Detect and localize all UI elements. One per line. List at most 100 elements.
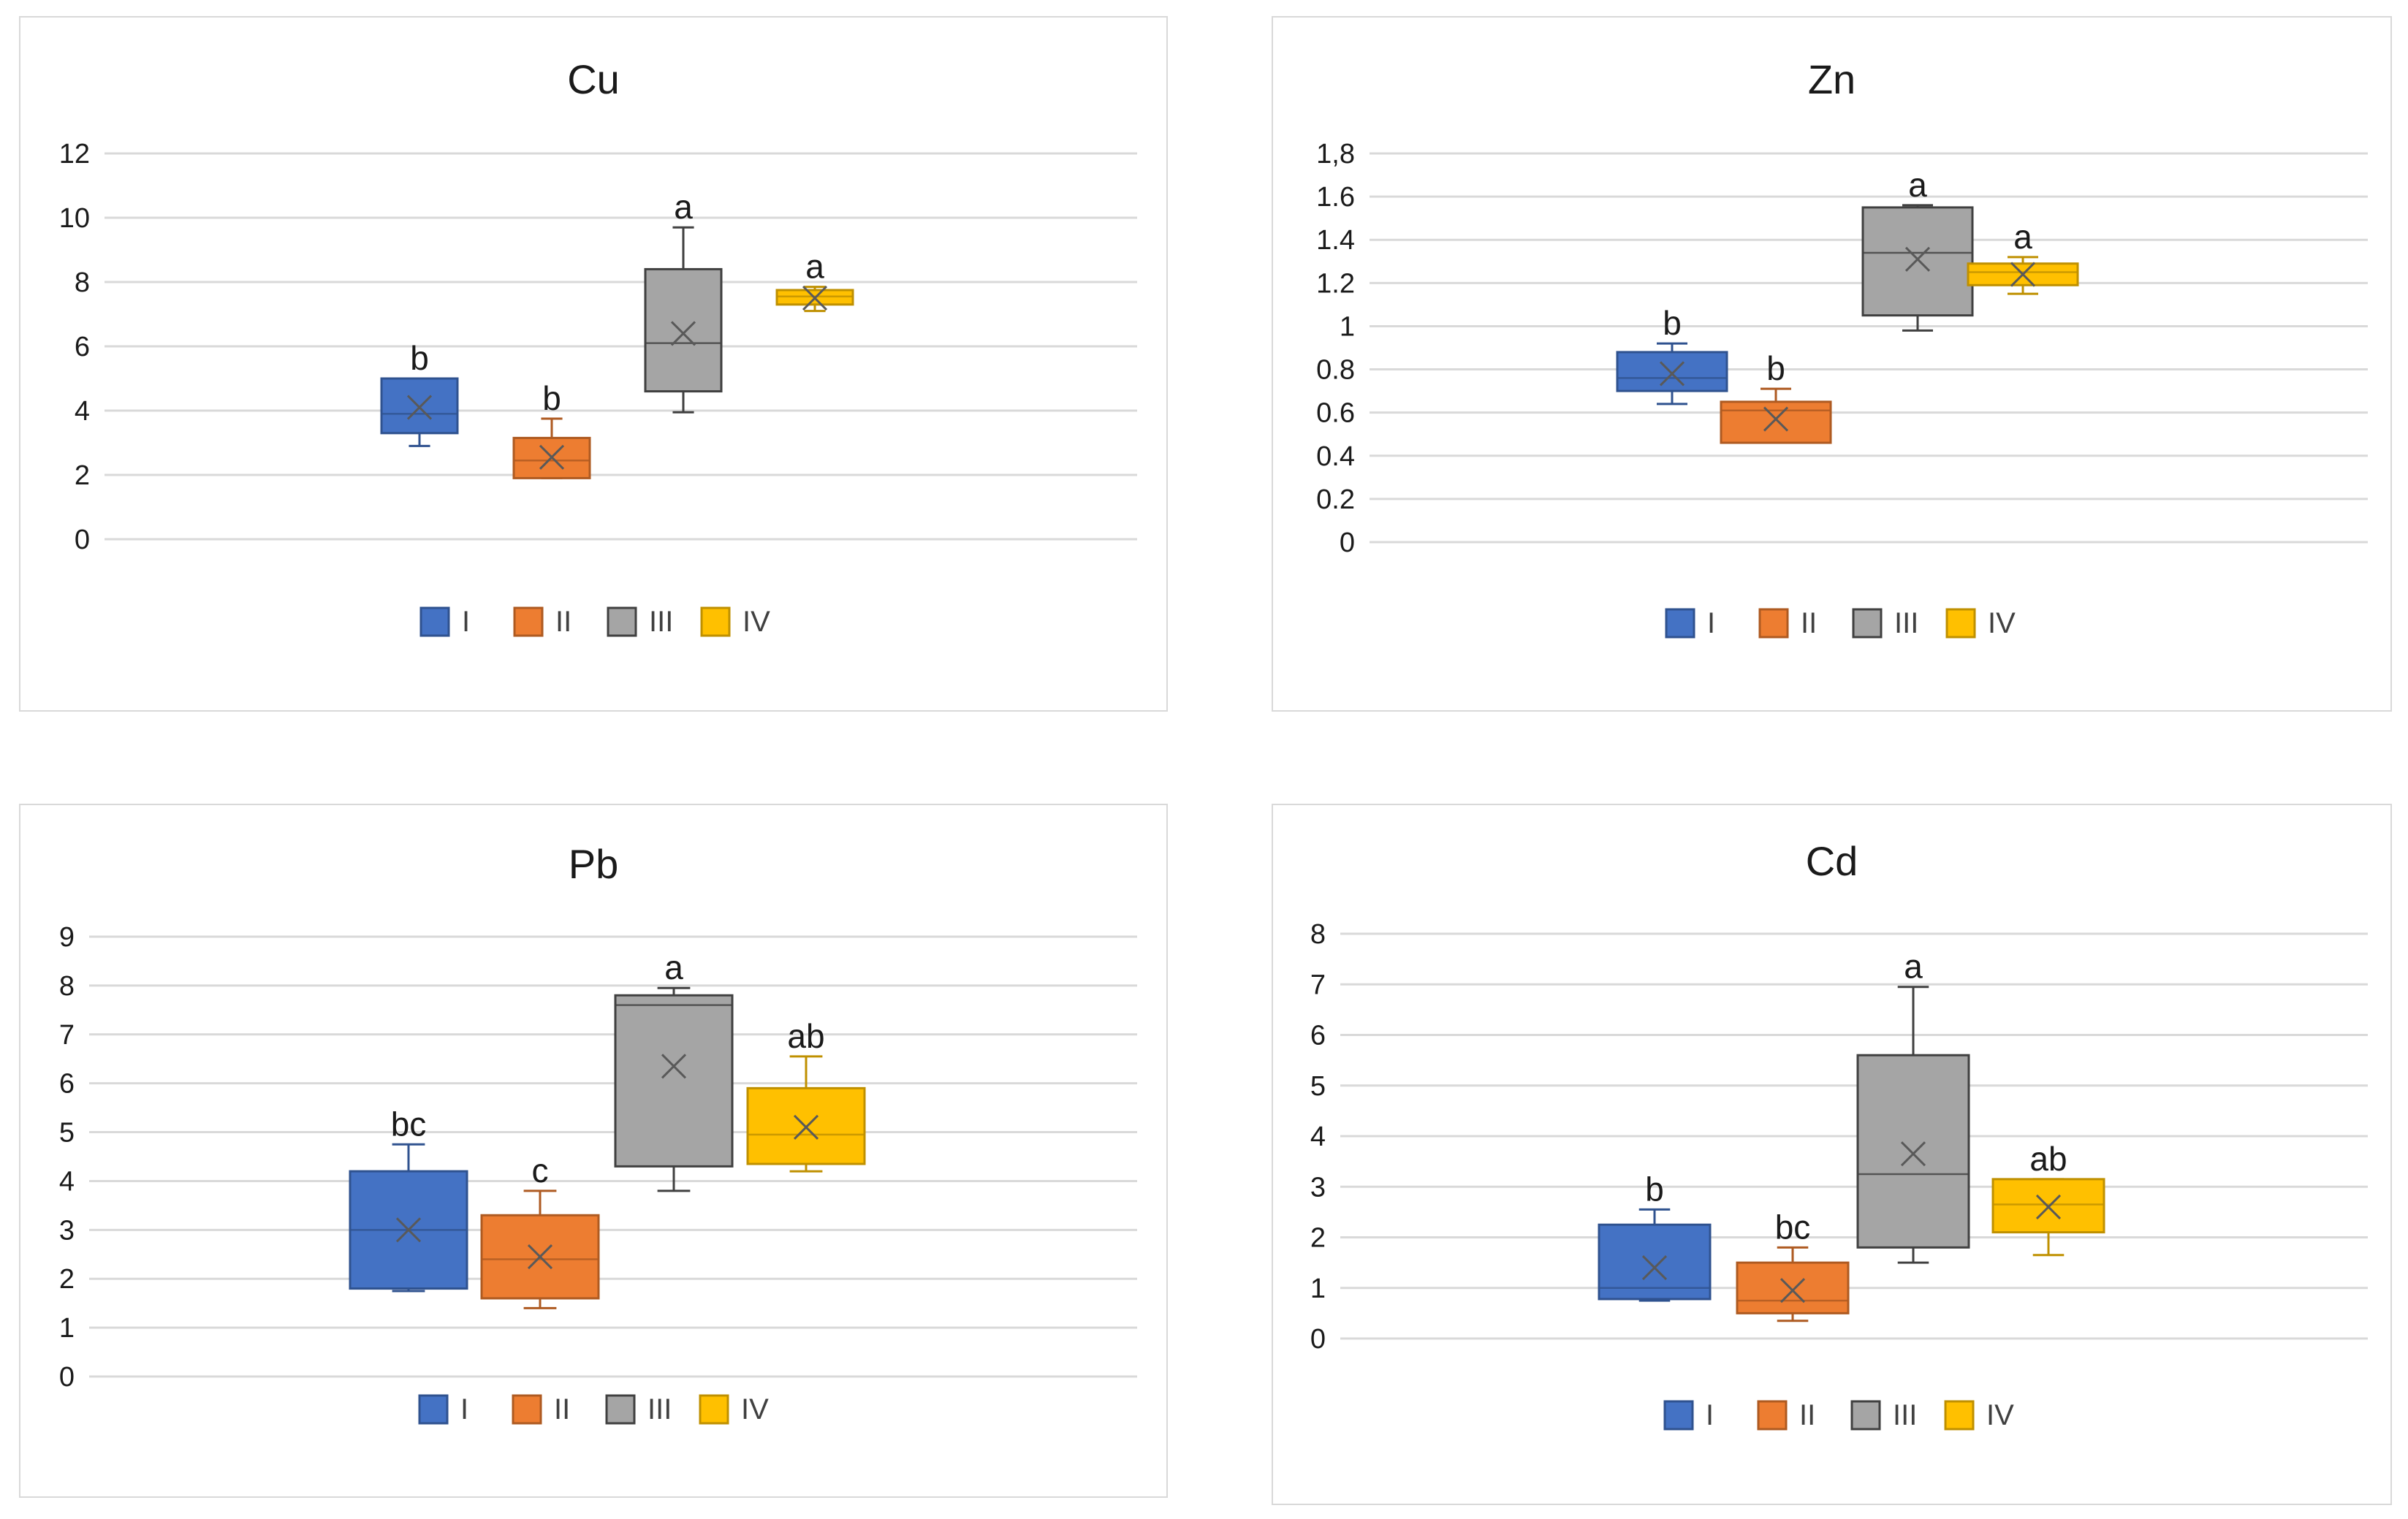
significance-label: b xyxy=(410,339,429,377)
y-tick-label: 2 xyxy=(75,460,90,491)
legend-swatch xyxy=(1850,1400,1881,1431)
box-iqr xyxy=(1967,262,2079,286)
box-iqr xyxy=(1598,1223,1712,1301)
significance-label: a xyxy=(664,948,683,986)
box-i xyxy=(349,1143,468,1293)
box-i xyxy=(1598,1208,1712,1302)
legend-label: II xyxy=(1799,1399,1815,1431)
significance-label: a xyxy=(1904,948,1923,986)
legend-label: I xyxy=(1707,607,1715,639)
y-tick-label: 4 xyxy=(1310,1122,1326,1152)
y-tick-label: 5 xyxy=(1310,1071,1326,1102)
mean-marker xyxy=(2010,262,2036,287)
box-iii xyxy=(614,986,734,1192)
y-tick-label: 6 xyxy=(1310,1021,1326,1051)
mean-marker xyxy=(793,1114,819,1140)
mean-marker xyxy=(395,1217,422,1243)
legend-swatch xyxy=(513,606,544,637)
legend-swatch xyxy=(418,1394,449,1425)
mean-marker xyxy=(527,1244,553,1270)
legend-swatch xyxy=(605,1394,636,1425)
legend-label: III xyxy=(649,606,673,638)
mean-marker xyxy=(406,395,433,420)
box-iqr xyxy=(1720,400,1832,444)
y-tick-label: 3 xyxy=(1310,1172,1326,1203)
box-ii xyxy=(512,417,591,479)
y-tick-label: 1.2 xyxy=(1316,268,1355,299)
legend-label: IV xyxy=(1986,1399,2014,1431)
y-tick-label: 3 xyxy=(59,1215,75,1246)
mean-marker xyxy=(1659,361,1685,387)
y-tick-label: 1 xyxy=(1340,311,1355,342)
legend-label: I xyxy=(462,606,470,638)
y-tick-label: 6 xyxy=(59,1069,75,1100)
chart-title: Pb xyxy=(569,841,619,887)
y-tick-label: 4 xyxy=(75,396,90,427)
y-tick-label: 0 xyxy=(75,525,90,555)
chart-title: Cd xyxy=(1806,838,1858,884)
significance-label: a xyxy=(2013,218,2032,256)
legend-swatch xyxy=(1852,608,1883,639)
box-iv xyxy=(775,285,854,313)
box-iv xyxy=(1967,256,2079,295)
box-iqr xyxy=(1736,1261,1850,1314)
mean-marker xyxy=(802,285,828,311)
legend-label: II xyxy=(1801,607,1817,639)
y-tick-label: 6 xyxy=(75,332,90,362)
y-tick-label: 5 xyxy=(59,1118,75,1149)
legend-swatch xyxy=(607,606,637,637)
box-ii xyxy=(1720,387,1832,444)
chart-title: Zn xyxy=(1808,56,1856,102)
y-tick-label: 7 xyxy=(1310,970,1326,1000)
y-tick-label: 0.2 xyxy=(1316,484,1355,515)
box-iqr xyxy=(1616,351,1728,392)
legend-label: II xyxy=(554,1393,570,1425)
mean-marker xyxy=(670,321,696,346)
box-iqr xyxy=(1861,206,1974,317)
y-tick-label: 0 xyxy=(1340,528,1355,558)
significance-label: bc xyxy=(1775,1208,1811,1246)
legend-swatch xyxy=(700,606,731,637)
significance-label: b xyxy=(1645,1170,1664,1208)
y-tick-label: 7 xyxy=(59,1020,75,1051)
legend-swatch xyxy=(419,606,450,637)
box-iqr xyxy=(644,267,723,393)
significance-label: a xyxy=(674,188,693,226)
legend-label: IV xyxy=(1988,607,2016,639)
y-tick-label: 8 xyxy=(75,267,90,298)
y-tick-label: 0.4 xyxy=(1316,441,1355,472)
box-iqr xyxy=(1991,1178,2105,1234)
mean-marker xyxy=(1763,406,1789,432)
y-tick-label: 1,8 xyxy=(1316,139,1355,170)
y-tick-label: 1.6 xyxy=(1316,182,1355,213)
y-tick-label: 8 xyxy=(1310,919,1326,950)
significance-label: a xyxy=(805,248,824,286)
legend-label: I xyxy=(460,1393,468,1425)
significance-label: ab xyxy=(2029,1140,2067,1178)
legend-label: III xyxy=(1893,1399,1917,1431)
box-iv xyxy=(746,1055,866,1173)
y-tick-label: 0 xyxy=(1310,1324,1326,1355)
box-iii xyxy=(1856,986,1970,1264)
significance-label: b xyxy=(1663,304,1682,342)
mean-marker xyxy=(1641,1255,1668,1281)
box-ii xyxy=(480,1189,600,1309)
y-tick-label: 0.8 xyxy=(1316,355,1355,386)
legend-swatch xyxy=(1663,1400,1694,1431)
y-tick-label: 10 xyxy=(59,203,90,234)
box-iqr xyxy=(614,994,734,1168)
legend-swatch xyxy=(1945,608,1976,639)
legend-label: I xyxy=(1706,1399,1714,1431)
y-tick-label: 8 xyxy=(59,971,75,1002)
mean-marker xyxy=(1904,246,1931,272)
y-tick-label: 2 xyxy=(1310,1223,1326,1254)
significance-label: a xyxy=(1908,166,1927,204)
y-tick-label: 12 xyxy=(59,139,90,170)
box-iv xyxy=(1991,1178,2105,1257)
significance-label: b xyxy=(1766,349,1785,387)
box-iii xyxy=(644,226,723,414)
legend-label: IV xyxy=(741,1393,769,1425)
